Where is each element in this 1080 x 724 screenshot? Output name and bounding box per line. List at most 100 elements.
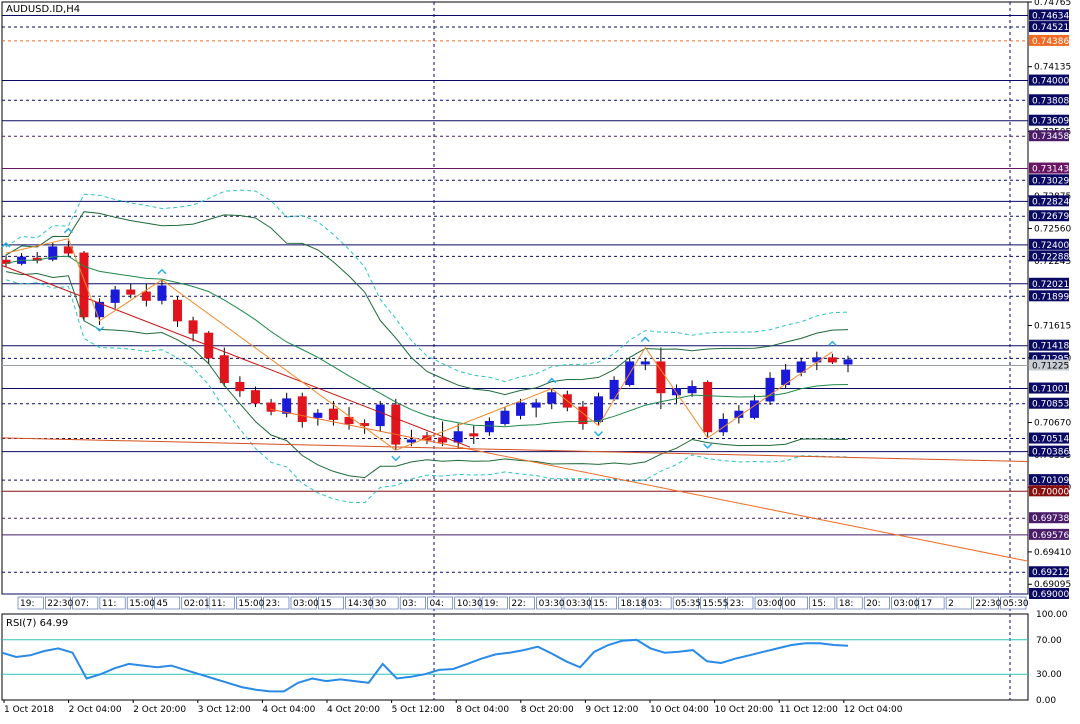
session-time-label-22: 18:18	[621, 599, 647, 609]
y-tick-label-12: 0.69095	[1034, 580, 1071, 590]
session-box-25	[700, 596, 727, 610]
session-time-label-30: 18:	[839, 599, 853, 609]
rsi-y-tick-label-1: 70.00	[1036, 636, 1062, 646]
session-time-label-28: 00	[784, 599, 796, 609]
price-level-tag-9	[1029, 195, 1069, 207]
candle-body-5	[79, 252, 89, 318]
zigzag-line	[5, 238, 833, 451]
price-level-tag-15	[1029, 339, 1069, 351]
candle-body-4	[63, 246, 73, 254]
downtrend-line[interactable]	[1, 264, 471, 448]
envelope-upper-band	[5, 189, 849, 383]
fractal-arrow-2	[95, 326, 105, 332]
price-level-label-8: 0.73029	[1032, 176, 1069, 186]
fractal-arrow-5	[547, 377, 557, 384]
session-box-16	[454, 596, 481, 610]
candle-body-12	[188, 320, 198, 334]
price-level-label-12: 0.72288	[1032, 252, 1069, 262]
fractal-arrow-9	[827, 340, 837, 347]
price-level-label-16: 0.71295	[1032, 354, 1069, 364]
price-level-label-19: 0.70514	[1032, 435, 1069, 445]
price-level-tag-11	[1029, 238, 1069, 250]
moving-average-line	[5, 255, 849, 428]
candle-body-24	[375, 404, 385, 427]
x-tick-label-5: 4 Oct 20:00	[327, 705, 380, 715]
candle-body-48	[749, 400, 759, 418]
candle-body-0	[1, 259, 11, 264]
session-box-6	[181, 596, 208, 610]
rsi-y-tick-label-2: 30.00	[1036, 670, 1062, 680]
channel-trend-line[interactable]	[269, 408, 1029, 562]
session-time-label-21: 15:	[593, 599, 607, 609]
fractal-arrow-3	[157, 268, 167, 275]
candle-body-7	[110, 289, 120, 303]
session-box-8	[236, 596, 262, 610]
fractal-arrow-7	[640, 336, 650, 343]
price-level-tag-21	[1029, 474, 1069, 486]
support-trend-line[interactable]	[1, 437, 1029, 463]
candle-body-17	[266, 402, 276, 412]
candle-body-46	[718, 418, 728, 433]
price-level-label-7: 0.73143	[1032, 165, 1069, 175]
session-time-label-8: 15:00	[238, 599, 264, 609]
price-level-tag-23	[1029, 512, 1069, 524]
session-box-15	[427, 596, 454, 610]
price-level-label-18: 0.70853	[1032, 400, 1069, 410]
price-level-label-4: 0.73808	[1032, 96, 1069, 106]
candle-body-18	[282, 398, 292, 414]
price-level-tag-10	[1029, 210, 1069, 222]
price-level-label-5: 0.73609	[1032, 117, 1069, 127]
price-level-tag-18	[1029, 397, 1069, 409]
session-time-label-24: 05:35	[675, 599, 701, 609]
session-box-0	[17, 596, 44, 610]
candle-body-30	[469, 433, 479, 437]
session-box-23	[645, 596, 672, 610]
session-box-19	[536, 596, 563, 610]
fractal-arrow-1	[63, 227, 73, 234]
candle-body-32	[500, 410, 510, 425]
candle-body-45	[703, 381, 713, 433]
price-level-label-13: 0.72021	[1032, 280, 1069, 290]
candle-body-22	[344, 416, 354, 425]
session-box-1	[44, 596, 71, 610]
candle-body-33	[516, 402, 526, 416]
current-price-label: 0.71225	[1032, 362, 1069, 372]
session-time-label-14: 03:	[402, 599, 416, 609]
chart-title: AUDUSD.ID,H4	[6, 4, 80, 15]
session-box-2	[72, 596, 99, 610]
price-level-tag-13	[1029, 277, 1069, 289]
session-time-label-12: 14:30	[348, 599, 374, 609]
y-tick-label-4: 0.72560	[1034, 224, 1071, 234]
session-box-29	[809, 596, 836, 610]
candle-body-39	[609, 379, 619, 400]
session-box-32	[891, 596, 918, 610]
candle-body-28	[438, 437, 448, 443]
session-box-9	[263, 596, 290, 610]
price-level-label-17: 0.71001	[1032, 385, 1069, 395]
candle-body-35	[547, 392, 557, 404]
session-box-7	[208, 596, 235, 610]
session-time-label-31: 20:	[866, 599, 880, 609]
current-price-tag	[1029, 359, 1069, 371]
price-level-label-10: 0.72679	[1032, 212, 1069, 222]
fractal-arrow-8	[703, 443, 713, 449]
session-time-label-16: 10:30	[457, 599, 483, 609]
session-time-label-35: 22:30	[975, 599, 1001, 609]
session-box-21	[590, 596, 617, 610]
candle-body-51	[796, 361, 806, 373]
session-time-label-6: 02:01	[184, 599, 210, 609]
price-level-label-22: 0.70000	[1032, 487, 1069, 497]
candle-body-53	[827, 357, 837, 363]
price-level-label-6: 0.73458	[1032, 132, 1069, 142]
x-tick-label-7: 8 Oct 04:00	[456, 705, 509, 715]
candle-body-14	[219, 355, 229, 383]
x-tick-label-11: 10 Oct 20:00	[715, 705, 774, 715]
price-level-tag-25	[1029, 566, 1069, 578]
price-level-tag-4	[1029, 94, 1069, 106]
session-box-14	[399, 596, 426, 610]
y-tick-label-5: 0.72245	[1034, 257, 1071, 267]
session-time-label-2: 07:	[75, 599, 89, 609]
price-level-tag-14	[1029, 290, 1069, 302]
candle-body-49	[765, 377, 775, 402]
